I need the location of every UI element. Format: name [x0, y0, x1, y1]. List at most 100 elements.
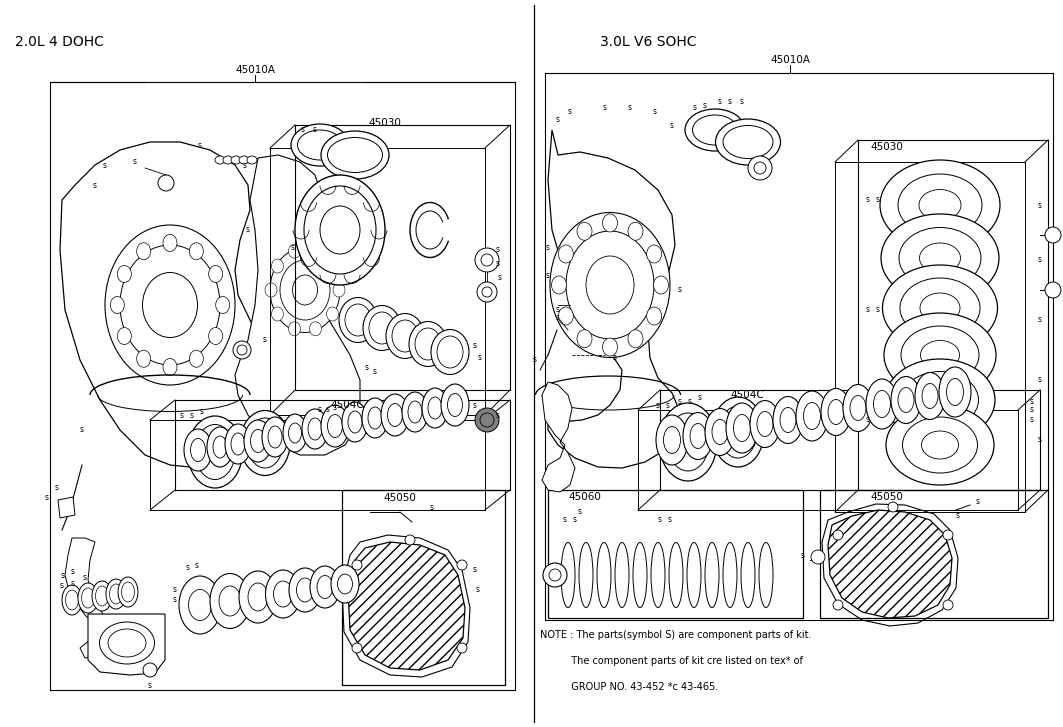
- Ellipse shape: [939, 367, 971, 417]
- Ellipse shape: [392, 320, 418, 352]
- Ellipse shape: [651, 542, 665, 608]
- Ellipse shape: [632, 542, 647, 608]
- Ellipse shape: [309, 244, 321, 258]
- Text: s: s: [190, 411, 195, 419]
- Ellipse shape: [843, 385, 873, 432]
- Text: s: s: [473, 401, 477, 409]
- Ellipse shape: [298, 130, 342, 160]
- Ellipse shape: [757, 411, 773, 436]
- Ellipse shape: [308, 418, 322, 440]
- Ellipse shape: [552, 276, 567, 294]
- Ellipse shape: [921, 340, 960, 369]
- Ellipse shape: [402, 392, 428, 432]
- Polygon shape: [549, 130, 680, 468]
- Ellipse shape: [219, 586, 241, 616]
- Ellipse shape: [362, 398, 388, 438]
- Ellipse shape: [297, 578, 314, 602]
- Polygon shape: [235, 155, 360, 455]
- Ellipse shape: [685, 109, 745, 151]
- Ellipse shape: [866, 379, 898, 429]
- Circle shape: [748, 156, 772, 180]
- Circle shape: [233, 341, 251, 359]
- Circle shape: [457, 643, 467, 653]
- Text: s: s: [656, 401, 660, 409]
- Text: s: s: [866, 416, 870, 425]
- Ellipse shape: [684, 412, 713, 459]
- Ellipse shape: [448, 393, 462, 417]
- Ellipse shape: [339, 297, 377, 342]
- Ellipse shape: [899, 228, 981, 289]
- Text: 2.0L 4 DOHC: 2.0L 4 DOHC: [15, 35, 104, 49]
- Circle shape: [352, 560, 362, 570]
- Ellipse shape: [723, 542, 737, 608]
- Circle shape: [943, 530, 954, 540]
- Ellipse shape: [231, 156, 241, 164]
- Text: The component parts of kit cre listed on tex* of: The component parts of kit cre listed on…: [540, 656, 803, 666]
- Ellipse shape: [82, 588, 95, 608]
- Ellipse shape: [369, 312, 395, 344]
- Ellipse shape: [428, 397, 442, 419]
- Ellipse shape: [719, 406, 757, 458]
- Text: s: s: [313, 126, 317, 134]
- Text: s: s: [71, 579, 75, 588]
- Ellipse shape: [705, 542, 719, 608]
- Ellipse shape: [362, 305, 401, 350]
- Ellipse shape: [603, 214, 618, 232]
- Text: s: s: [653, 108, 657, 116]
- Ellipse shape: [163, 234, 178, 252]
- Ellipse shape: [566, 231, 654, 339]
- Ellipse shape: [337, 574, 353, 594]
- Ellipse shape: [106, 579, 126, 609]
- Ellipse shape: [118, 577, 138, 607]
- Ellipse shape: [577, 222, 592, 240]
- Ellipse shape: [422, 388, 448, 428]
- Ellipse shape: [946, 379, 963, 406]
- Text: s: s: [1030, 406, 1034, 414]
- Text: 45010A: 45010A: [235, 65, 275, 75]
- Text: s: s: [1030, 398, 1034, 406]
- Ellipse shape: [874, 390, 891, 417]
- Ellipse shape: [804, 403, 821, 430]
- Ellipse shape: [885, 359, 995, 441]
- Text: s: s: [318, 406, 322, 414]
- Ellipse shape: [726, 403, 758, 453]
- Ellipse shape: [291, 124, 349, 166]
- Ellipse shape: [331, 565, 359, 603]
- Text: 4504C: 4504C: [730, 390, 763, 400]
- Text: s: s: [476, 585, 480, 595]
- Text: s: s: [1037, 316, 1042, 324]
- Bar: [342, 490, 505, 685]
- Ellipse shape: [579, 542, 593, 608]
- Text: s: s: [556, 116, 560, 124]
- Text: s: s: [291, 244, 296, 252]
- Text: 45010A: 45010A: [770, 55, 810, 65]
- Ellipse shape: [550, 212, 670, 358]
- Text: s: s: [678, 286, 682, 294]
- Circle shape: [475, 248, 499, 272]
- Ellipse shape: [247, 418, 283, 468]
- Circle shape: [475, 408, 499, 432]
- Ellipse shape: [111, 297, 124, 313]
- Ellipse shape: [342, 402, 368, 442]
- Ellipse shape: [184, 429, 212, 471]
- Ellipse shape: [288, 423, 302, 443]
- Ellipse shape: [884, 313, 996, 397]
- Text: s: s: [148, 680, 152, 689]
- Text: s: s: [198, 140, 202, 150]
- Polygon shape: [58, 497, 75, 518]
- Ellipse shape: [780, 408, 796, 433]
- Ellipse shape: [280, 260, 330, 320]
- Ellipse shape: [919, 243, 961, 273]
- Text: 45050: 45050: [383, 493, 416, 503]
- Circle shape: [943, 600, 954, 610]
- Ellipse shape: [62, 585, 82, 615]
- Ellipse shape: [239, 156, 249, 164]
- Text: s: s: [71, 568, 75, 577]
- Text: s: s: [1037, 255, 1042, 265]
- Ellipse shape: [179, 576, 221, 634]
- Text: s: s: [578, 507, 583, 516]
- Ellipse shape: [654, 276, 669, 294]
- Ellipse shape: [292, 275, 318, 305]
- Text: s: s: [243, 161, 247, 169]
- Text: s: s: [693, 103, 697, 113]
